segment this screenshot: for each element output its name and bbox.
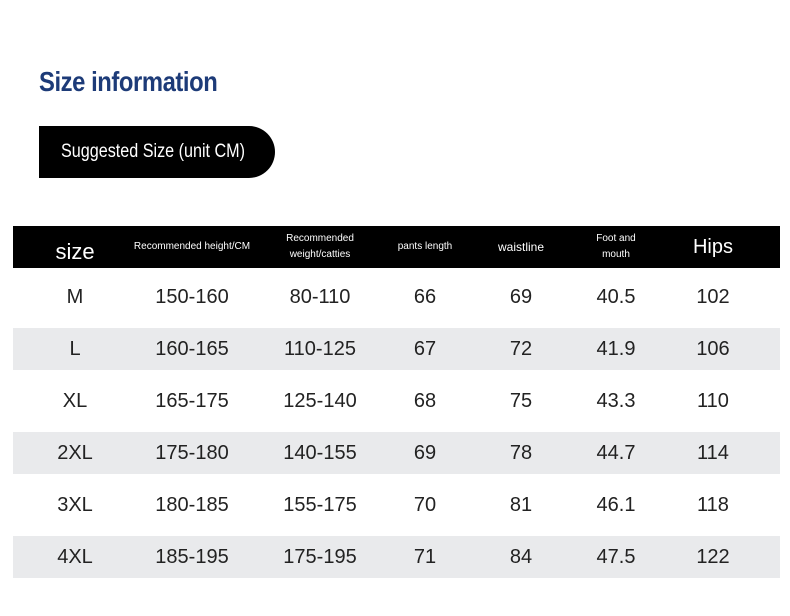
table-cell: 150-160 — [155, 285, 229, 308]
section-title: Size information — [39, 66, 218, 97]
table-cell: 43.3 — [596, 389, 636, 412]
table-cell: 2XL — [57, 441, 93, 464]
badge: Suggested Size (unit CM) — [39, 126, 275, 178]
table-cell: 70 — [413, 493, 437, 516]
table-cell: 114 — [697, 441, 729, 464]
table-cell: 81 — [509, 493, 533, 516]
column-header: Recommended height/CM — [133, 241, 251, 252]
table-cell: 140-155 — [283, 441, 357, 464]
table-cell: 160-165 — [155, 337, 229, 360]
table-cell: 47.5 — [596, 545, 636, 568]
table-cell: 110 — [697, 389, 729, 412]
column-header: Foot and mouth — [596, 233, 636, 260]
table-cell: 84 — [509, 545, 533, 568]
table-cell: XL — [62, 389, 88, 412]
table-cell: 125-140 — [283, 389, 357, 412]
table-row: 3XL 180-185 155-175 70 81 46.1 118 — [13, 484, 780, 526]
table-cell: L — [69, 337, 81, 360]
table-cell: 40.5 — [596, 285, 636, 308]
table-cell: 69 — [413, 441, 437, 464]
table-row: 2XL 175-180 140-155 69 78 44.7 114 — [13, 432, 780, 474]
column-header: size — [55, 239, 95, 264]
table-cell: 67 — [413, 337, 437, 360]
table-cell: 66 — [413, 285, 437, 308]
table-cell: 102 — [696, 285, 730, 308]
table-cell: 165-175 — [155, 389, 229, 412]
table-cell: 68 — [413, 389, 437, 412]
table-cell: 41.9 — [596, 337, 636, 360]
table-cell: 118 — [697, 493, 729, 516]
table-row: 4XL 185-195 175-195 71 84 47.5 122 — [13, 536, 780, 578]
column-header: Hips — [692, 236, 733, 258]
column-header: Recommended weight/catties — [286, 233, 354, 260]
table-row: M 150-160 80-110 66 69 40.5 102 — [13, 276, 780, 318]
table-cell: 122 — [696, 545, 730, 568]
badge-text: Suggested Size (unit CM) — [61, 141, 246, 162]
table-cell: M — [66, 285, 84, 308]
table-cell: 4XL — [57, 545, 93, 568]
table-cell: 175-195 — [283, 545, 357, 568]
table-cell: 80-110 — [289, 285, 351, 308]
table-cell: 155-175 — [283, 493, 357, 516]
table-cell: 75 — [509, 389, 533, 412]
table-cell: 185-195 — [155, 545, 229, 568]
table-cell: 106 — [696, 337, 730, 360]
table-cell: 110-125 — [284, 337, 356, 360]
table-row: XL 165-175 125-140 68 75 43.3 110 — [13, 380, 780, 422]
table-cell: 72 — [509, 337, 533, 360]
column-header: pants length — [397, 241, 453, 252]
table-cell: 175-180 — [155, 441, 229, 464]
table-cell: 69 — [509, 285, 533, 308]
table-row: L 160-165 110-125 67 72 41.9 106 — [13, 328, 780, 370]
table-cell: 180-185 — [155, 493, 229, 516]
table-cell: 71 — [413, 545, 437, 568]
column-header: waistline — [497, 240, 545, 254]
table-header: size Recommended height/CM Recommended wei… — [13, 226, 780, 268]
table-cell: 3XL — [57, 493, 93, 516]
table-cell: 44.7 — [596, 441, 636, 464]
table-cell: 78 — [509, 441, 533, 464]
table-cell: 46.1 — [596, 493, 636, 516]
